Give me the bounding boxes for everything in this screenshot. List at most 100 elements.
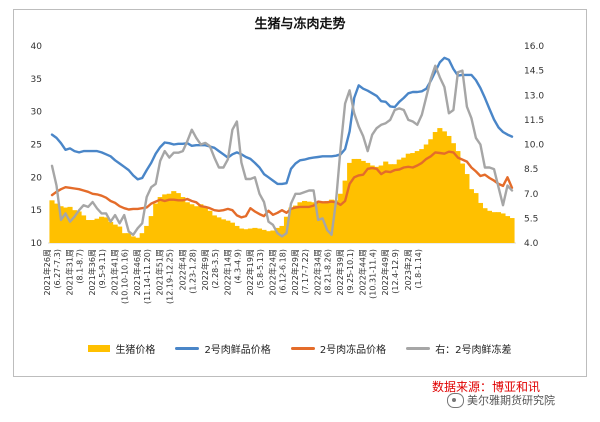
y-left-tick-label: 10 — [31, 239, 43, 249]
x-tick-label-date-range: (9.5-9.11) — [98, 249, 107, 289]
legend-item-fresh-frozen-spread[interactable]: 右：2号肉鲜冻差 — [406, 341, 512, 356]
area-bar-hog-price — [351, 158, 357, 243]
x-tick-label-date-range: (10.31-11.4) — [369, 249, 378, 299]
series-line-fresh-frozen-spread — [50, 64, 514, 238]
legend-item-frozen-price[interactable]: 2号肉冻品价格 — [290, 341, 386, 356]
area-bar-hog-price — [383, 161, 389, 243]
area-bar-hog-price — [67, 206, 73, 243]
y-right-tick-label: 8.5 — [524, 165, 538, 175]
legend-item-fresh-price[interactable]: 2号肉鲜品价格 — [175, 341, 271, 356]
x-tick-label-date-range: (5.8-5.13) — [256, 249, 265, 289]
area-bar-hog-price — [207, 210, 213, 243]
legend-swatch-fresh-frozen-spread — [406, 347, 431, 350]
y-right-tick-label: 13.0 — [524, 91, 544, 101]
y-right-tick-label: 11.5 — [524, 116, 544, 126]
x-tick-label-week: 2021年31周 — [65, 249, 75, 296]
area-bar-hog-price — [265, 231, 272, 243]
series-line-fresh-price — [50, 56, 514, 186]
legend-label-fresh-price: 2号肉鲜品价格 — [204, 345, 271, 356]
y-right-tick-label: 10.0 — [524, 141, 544, 151]
legend-item-hog-price[interactable]: 生猪价格 — [88, 341, 155, 356]
area-bar-hog-price — [247, 228, 253, 243]
area-bar-hog-price — [333, 200, 339, 243]
x-tick-label-date-range: (12.4-12.9) — [391, 249, 400, 294]
area-bar-hog-price — [491, 212, 497, 243]
area-bar-hog-price — [108, 221, 114, 243]
y-left-tick-label: 20 — [31, 173, 43, 183]
x-tick-label-date-range: (4.3-4.9) — [233, 249, 242, 284]
area-bar-hog-price — [112, 224, 118, 243]
data-source-note: 数据来源：博亚和讯 — [432, 380, 541, 394]
x-tick-label-week: 2021年41周 — [110, 249, 120, 296]
area-bar-hog-price — [482, 208, 488, 243]
x-tick-label-date-range: (6.27-7.3) — [53, 249, 62, 289]
area-bar-hog-price — [139, 233, 145, 243]
area-bar-hog-price — [81, 215, 87, 243]
area-bar-hog-price — [414, 151, 420, 243]
legend-swatch-frozen-price — [290, 347, 315, 350]
area-bar-hog-price — [76, 211, 82, 243]
area-bar-hog-price — [432, 132, 438, 243]
area-bar-hog-price — [234, 225, 240, 243]
area-bar-hog-price — [130, 236, 136, 243]
area-bar-hog-price — [229, 222, 235, 243]
y-right-tick-label: 4.0 — [524, 239, 539, 249]
legend-label-hog-price: 生猪价格 — [115, 345, 156, 356]
area-bar-hog-price — [175, 193, 181, 243]
x-tick-label-week: 2021年36周 — [87, 249, 97, 296]
area-bar-hog-price — [450, 143, 456, 243]
area-bar-hog-price — [157, 197, 163, 243]
area-bar-hog-price — [387, 164, 393, 243]
area-bar-hog-price — [405, 153, 411, 243]
x-tick-label-week: 2022年34周 — [313, 249, 323, 296]
area-bar-hog-price — [369, 165, 375, 243]
area-bar-hog-price — [225, 220, 231, 243]
legend-swatch-fresh-price — [175, 347, 200, 350]
area-bar-hog-price — [148, 216, 154, 243]
area-bar-hog-price — [468, 189, 474, 243]
legend: 生猪价格 2号肉鲜品价格 2号肉冻品价格 右：2号肉鲜冻差 — [0, 341, 600, 356]
area-bar-hog-price — [62, 207, 69, 243]
chart-title: 生猪与冻肉走势 — [254, 17, 346, 32]
area-bar-hog-price — [410, 153, 416, 243]
area-bar-hog-price — [121, 233, 127, 243]
area-bar-hog-price — [324, 200, 330, 243]
area-bar-hog-price — [486, 210, 493, 243]
area-bar-hog-price — [455, 151, 461, 243]
area-bar-hog-price — [261, 229, 267, 243]
y-left-tick-label: 15 — [31, 206, 42, 216]
area-bar-hog-price — [279, 225, 285, 243]
x-tick-label-week: 2022年29周 — [290, 249, 300, 296]
x-tick-label-date-range: (11.14-11.20) — [143, 249, 152, 304]
x-tick-label-date-range: (6.12-6.18) — [278, 249, 287, 294]
area-bar-hog-price — [428, 139, 434, 243]
area-bar-hog-price — [71, 210, 78, 243]
x-tick-label-week: 2022年24周 — [267, 249, 277, 296]
y-left-tick-label: 25 — [31, 141, 42, 151]
area-bar-hog-price — [500, 213, 506, 243]
area-bar-hog-price — [171, 191, 177, 243]
area-bar-hog-price — [347, 162, 353, 243]
legend-label-fresh-frozen-spread: 右：2号肉鲜冻差 — [435, 345, 512, 356]
area-bar-hog-price — [288, 207, 294, 243]
area-bar-hog-price — [338, 193, 344, 243]
area-bar-hog-price — [166, 193, 172, 243]
area-bar-hog-price — [292, 205, 299, 243]
area-bar-hog-price — [220, 219, 226, 243]
area-bar-hog-price — [297, 202, 303, 243]
area-bar-hog-price — [58, 206, 64, 243]
x-tick-label-week: 2021年51周 — [155, 249, 165, 296]
area-bar-hog-price — [274, 227, 281, 243]
x-tick-label-date-range: (1.8-1.14) — [414, 249, 423, 289]
x-tick-label-week: 2022年19周 — [245, 249, 255, 296]
area-bar-hog-price — [270, 230, 276, 243]
area-bar-hog-price — [252, 227, 258, 243]
area-bar-hog-price — [202, 207, 208, 243]
area-bar-hog-price — [441, 131, 447, 243]
wechat-icon — [447, 392, 464, 408]
area-bar-hog-price — [85, 220, 91, 243]
x-tick-label-week: 2022年14周 — [222, 249, 232, 296]
area-bar-hog-price — [49, 200, 55, 243]
area-bar-hog-price — [90, 220, 96, 243]
